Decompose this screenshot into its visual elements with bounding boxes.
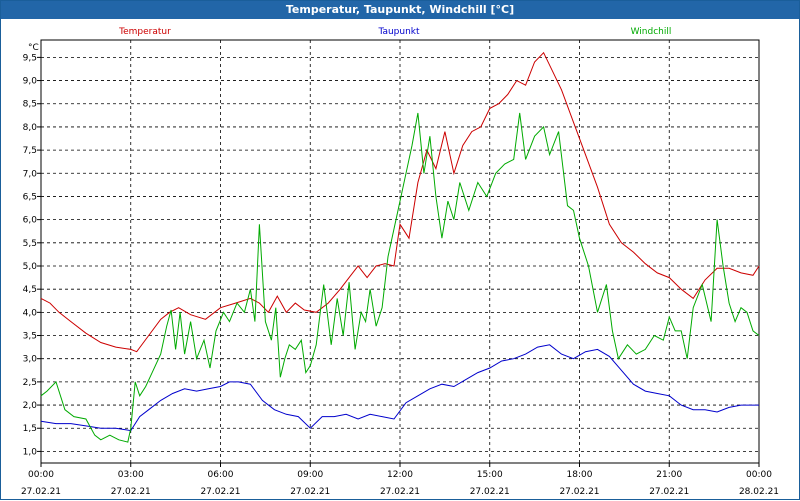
x-tick-date-label: 27.02.21 — [111, 487, 151, 497]
x-tick-time-label: 06:00 — [208, 470, 234, 480]
y-tick-label: 1,0 — [23, 447, 38, 457]
y-tick-label: 4,5 — [23, 285, 37, 295]
y-tick-label: 9,5 — [23, 53, 37, 63]
x-tick-date-label: 27.02.21 — [559, 487, 599, 497]
x-tick-time-label: 09:00 — [297, 470, 323, 480]
x-tick-date-label: 27.02.21 — [290, 487, 330, 497]
x-tick-time-label: 00:00 — [28, 470, 54, 480]
y-tick-label: 2,0 — [23, 401, 38, 411]
plot-border — [40, 39, 760, 464]
x-tick-time-label: 18:00 — [567, 470, 593, 480]
y-tick-label: 4,0 — [23, 308, 38, 318]
x-tick-date-label: 28.02.21 — [739, 487, 779, 497]
y-tick-label: 6,0 — [23, 216, 38, 226]
x-tick-date-label: 27.02.21 — [470, 487, 510, 497]
x-tick-date-label: 27.02.21 — [200, 487, 240, 497]
y-tick-label: 3,5 — [23, 332, 37, 342]
x-tick-time-label: 00:00 — [746, 470, 772, 480]
x-tick-time-label: 03:00 — [118, 470, 144, 480]
x-tick-date-label: 27.02.21 — [380, 487, 420, 497]
y-tick-label: 7,5 — [23, 146, 37, 156]
x-tick-date-label: 27.02.21 — [21, 487, 61, 497]
series-line-temperatur — [40, 51, 760, 353]
y-tick-label: 5,5 — [23, 239, 37, 249]
x-tick-date-label: 27.02.21 — [649, 487, 689, 497]
chart-title: Temperatur, Taupunkt, Windchill [°C] — [1, 1, 799, 19]
y-tick-label: 5,0 — [23, 262, 38, 272]
x-tick-time-label: 21:00 — [656, 470, 682, 480]
y-tick-label: 8,0 — [23, 123, 38, 133]
x-tick-time-label: 15:00 — [477, 470, 503, 480]
x-tick-time-label: 12:00 — [387, 470, 413, 480]
y-tick-label: 9,0 — [23, 77, 38, 87]
series-lines — [40, 51, 760, 443]
y-tick-label: 2,5 — [23, 378, 37, 388]
y-tick-label: 1,5 — [23, 424, 37, 434]
legend-entry-windchill: Windchill — [631, 27, 672, 37]
y-tick-label: 8,5 — [23, 100, 37, 110]
y-axis-label: °C — [28, 43, 39, 53]
y-tick-label: 3,0 — [23, 355, 38, 365]
x-tick-labels: 00:00 27.02.21 03:00 27.02.21 06:00 27.02.21 0… — [21, 470, 779, 497]
series-line-windchill — [40, 112, 760, 443]
legend-entry-taupunkt: Taupunkt — [377, 27, 420, 37]
grid-lines — [41, 40, 759, 463]
axes — [37, 39, 760, 467]
y-tick-label: 6,5 — [23, 192, 37, 202]
legend: Temperatur Taupunkt Windchill — [118, 27, 671, 37]
series-line-taupunkt — [40, 344, 759, 432]
legend-entry-temperatur: Temperatur — [118, 27, 171, 37]
y-tick-label: 7,0 — [23, 169, 38, 179]
y-tick-labels: 1,0 1,5 2,0 2,5 3,0 3,5 4,0 4,5 5,0 5,5 6,0 6,5 7,0 7… — [23, 53, 38, 457]
